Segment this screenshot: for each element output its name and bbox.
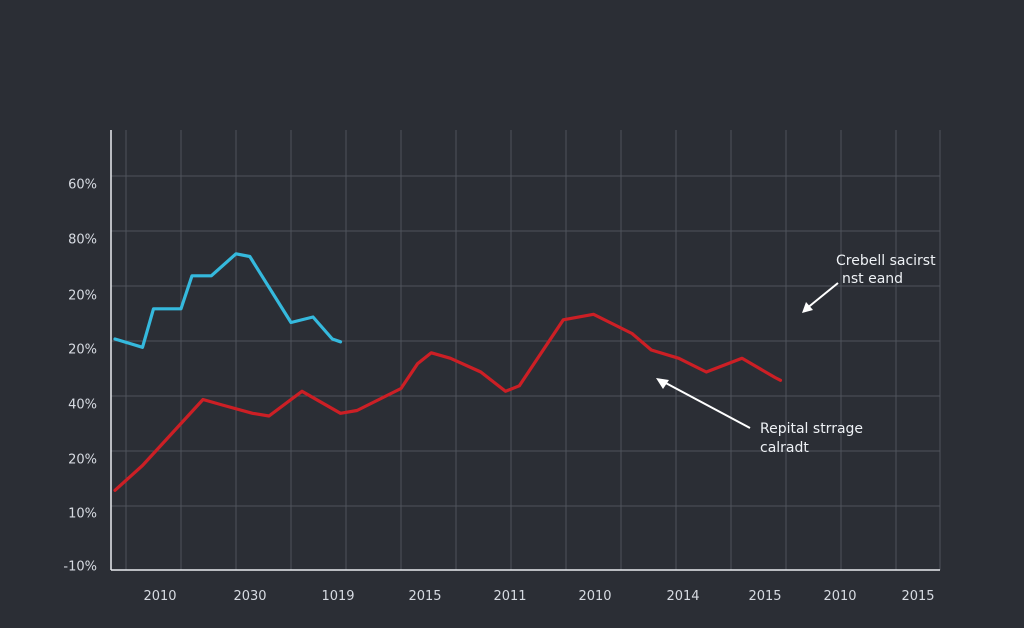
series-line-blue xyxy=(113,252,343,349)
x-tick-label: 2015 xyxy=(901,589,934,604)
y-axis-ticks: 60% 80% 20% 20% 40% 20% 10% -10% xyxy=(63,178,97,575)
y-tick-label: 20% xyxy=(68,453,97,468)
x-tick-label: 2010 xyxy=(823,589,856,604)
y-tick-label: 10% xyxy=(68,507,97,522)
annotation-top-right: Crebell sacirst nst eand xyxy=(802,253,936,313)
y-tick-label: 40% xyxy=(68,398,97,413)
series-line-red xyxy=(113,312,783,492)
y-tick-label: 60% xyxy=(68,178,97,193)
annotation-bottom: Repital strrage calradt xyxy=(656,378,863,456)
annotation-text-line: calradt xyxy=(760,440,809,456)
grid xyxy=(111,130,941,570)
annotation-text-line: Crebell sacirst xyxy=(836,253,936,269)
y-tick-label: 20% xyxy=(68,343,97,358)
x-tick-label: 1019 xyxy=(321,589,354,604)
x-tick-label: 2014 xyxy=(666,589,699,604)
x-tick-label: 2010 xyxy=(143,589,176,604)
series xyxy=(113,252,783,492)
y-tick-label: -10% xyxy=(63,560,97,575)
x-tick-label: 2010 xyxy=(578,589,611,604)
annotation-arrowhead-bottom xyxy=(656,378,669,389)
annotation-arrowhead-top-right xyxy=(802,302,813,313)
y-tick-label: 80% xyxy=(68,233,97,248)
x-tick-label: 2030 xyxy=(233,589,266,604)
annotation-arrow-top-right xyxy=(805,282,839,310)
x-tick-label: 2015 xyxy=(408,589,441,604)
x-tick-label: 2011 xyxy=(493,589,526,604)
annotation-text-line: nst eand xyxy=(842,271,903,287)
x-tick-label: 2015 xyxy=(748,589,781,604)
annotation-text-line: Repital strrage xyxy=(760,421,863,437)
x-axis-ticks: 2010 2030 1019 2015 2011 2010 2014 2015 2010 2015 xyxy=(143,589,934,604)
annotation-arrow-bottom xyxy=(661,380,751,429)
y-tick-label: 20% xyxy=(68,289,97,304)
